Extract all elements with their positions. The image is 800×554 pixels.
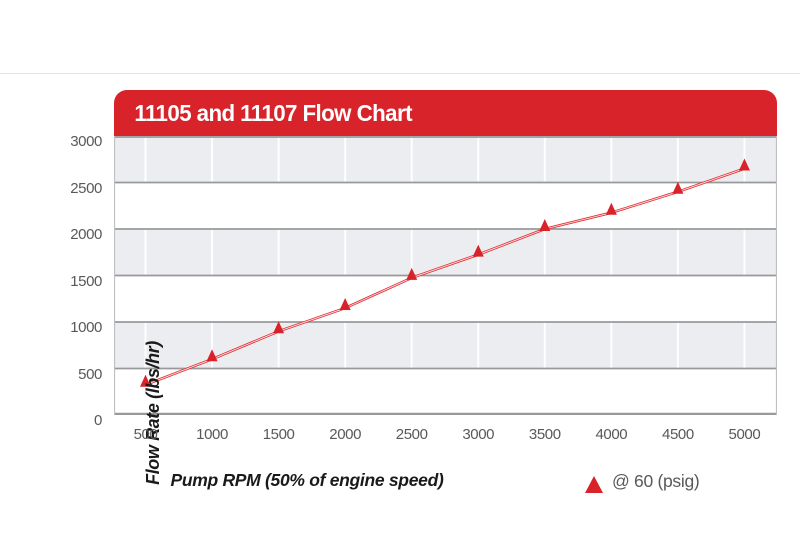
x-tick-label: 3500 [528, 426, 561, 443]
y-tick-label: 1500 [70, 272, 102, 290]
chart-title-banner: 11105 and 11107 Flow Chart [114, 90, 777, 136]
plot-band [114, 229, 777, 276]
legend: @ 60 (psig) [585, 464, 700, 498]
legend-label: @ 60 (psig) [612, 470, 700, 491]
x-tick-label: 3000 [462, 426, 495, 443]
divider-line [0, 73, 800, 74]
data-point-triangle-icon [738, 158, 750, 171]
series-line-core [145, 168, 745, 386]
data-point-triangle-icon [672, 181, 684, 194]
data-point-triangle-icon [539, 219, 551, 231]
plot-band [114, 368, 777, 415]
x-tick-label: 5000 [728, 426, 761, 443]
x-tick-label: 4500 [662, 426, 694, 443]
chart-title: 11105 and 11107 Flow Chart [134, 100, 412, 126]
triangle-up-icon [585, 475, 603, 493]
data-point-triangle-icon [140, 374, 151, 387]
y-tick-label: 500 [78, 365, 102, 383]
x-tick-label: 1000 [196, 426, 228, 443]
data-point-triangle-icon [605, 202, 617, 215]
y-tick-label: 1000 [70, 319, 102, 336]
x-tick-label: 4000 [595, 426, 628, 443]
chart-plot-svg [113, 136, 778, 416]
x-axis-title: Pump RPM (50% of engine speed) [170, 470, 444, 490]
x-tick-label: 1500 [262, 426, 295, 443]
x-tick-label: 2500 [395, 426, 428, 443]
y-axis-title: Flow Rate (lbs/hr) [143, 341, 163, 485]
data-point-triangle-icon [406, 267, 418, 280]
y-tick-label: 2500 [70, 179, 102, 197]
data-point-triangle-icon [339, 298, 351, 311]
x-tick-label: 2000 [329, 426, 362, 443]
data-point-triangle-icon [472, 244, 484, 257]
plot-band [114, 136, 777, 183]
y-tick-label: 2000 [70, 226, 102, 243]
plot-band [114, 182, 777, 229]
y-tick-label: 3000 [70, 133, 102, 150]
x-tick-label: 500 [133, 426, 158, 443]
plot-band [114, 322, 777, 369]
plot-band [114, 275, 777, 322]
data-point-triangle-icon [206, 349, 218, 362]
chart-plot-area: Flow Rate (lbs/hr) [113, 136, 778, 485]
y-tick-label: 0 [94, 412, 102, 429]
data-point-triangle-icon [273, 321, 285, 334]
